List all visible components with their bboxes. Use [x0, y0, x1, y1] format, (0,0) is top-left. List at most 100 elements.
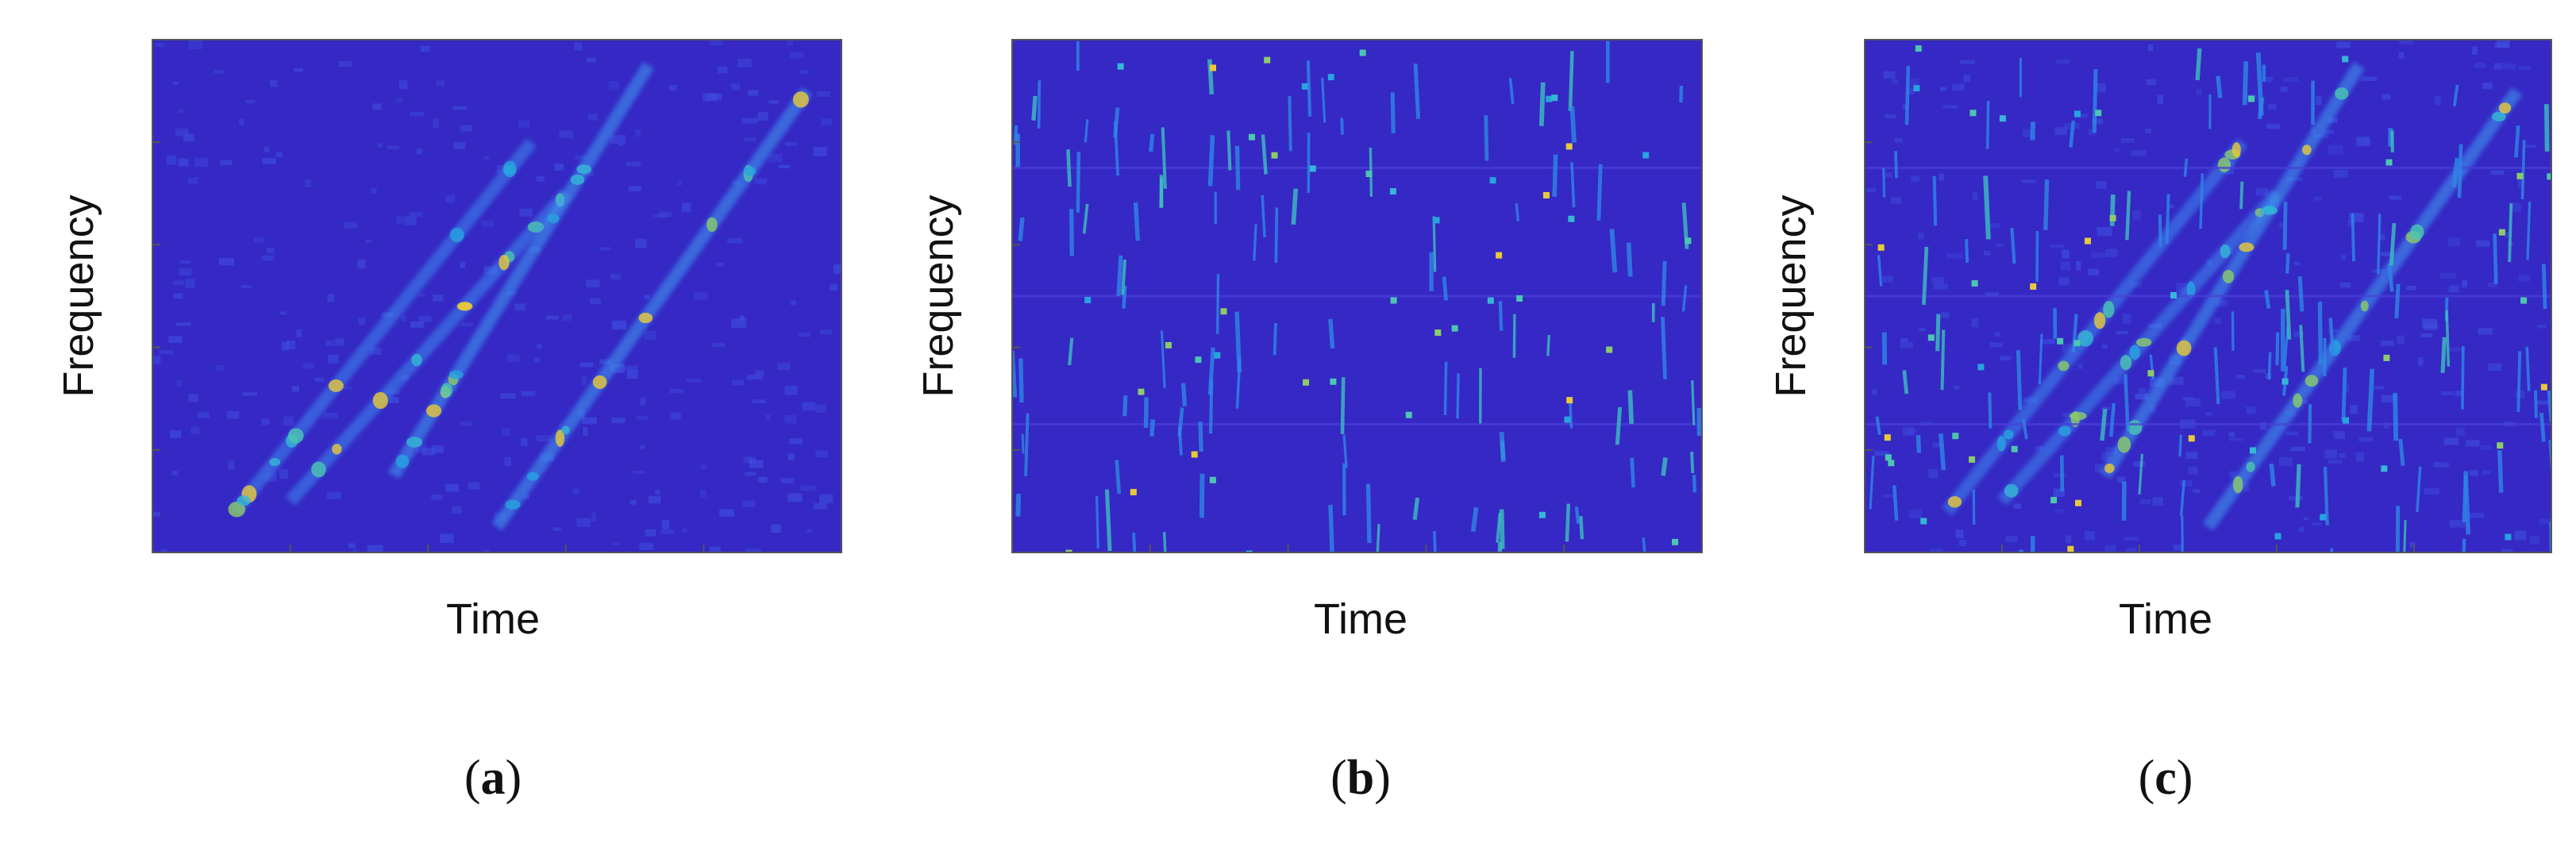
transient-stroke — [2016, 350, 2023, 410]
transient-stroke — [2516, 351, 2522, 412]
noise — [2062, 344, 2076, 353]
transient-stroke — [2526, 202, 2532, 260]
transient-stroke — [2451, 157, 2459, 188]
chirp-spot — [2305, 375, 2319, 387]
transient-stroke — [1122, 395, 1128, 417]
noise — [2090, 252, 2106, 259]
transient-stroke — [2330, 548, 2334, 552]
transient-dot — [2030, 283, 2037, 290]
transient-dot — [2095, 110, 2102, 117]
noise — [2328, 460, 2343, 464]
noise — [270, 79, 278, 87]
noise — [2518, 66, 2532, 70]
transient-stroke — [2138, 453, 2144, 495]
noise — [2493, 63, 2503, 70]
noise — [2503, 63, 2516, 70]
noise — [743, 456, 752, 464]
transient-stroke — [1340, 377, 1346, 434]
noise — [169, 430, 182, 439]
transient-stroke — [1965, 239, 1970, 263]
noise — [460, 261, 466, 268]
noise — [197, 412, 210, 418]
noise — [2100, 406, 2111, 410]
noise — [813, 147, 827, 156]
noise — [2152, 497, 2163, 506]
noise — [2020, 179, 2036, 183]
chirp-spot — [287, 428, 304, 444]
noise — [183, 133, 194, 142]
noise — [2443, 437, 2459, 445]
noise — [784, 414, 797, 424]
chirp-spot — [449, 370, 464, 379]
transient-stroke — [1024, 413, 1030, 476]
noise — [2054, 509, 2064, 513]
noise — [1905, 87, 1915, 95]
transient-stroke — [2525, 346, 2531, 391]
noise — [2131, 150, 2147, 156]
transient-stroke — [2100, 408, 2108, 441]
transient-dot — [2057, 337, 2064, 345]
noise — [2050, 244, 2064, 248]
transient-stroke — [1273, 322, 1277, 356]
transient-stroke — [2165, 194, 2170, 244]
chirp-spot — [561, 425, 570, 435]
noise — [2358, 437, 2374, 442]
noise — [228, 460, 235, 470]
x-axis-label: Time — [1314, 595, 1407, 643]
chirp-spot — [406, 437, 423, 448]
noise — [160, 549, 167, 552]
noise — [645, 529, 657, 537]
noise — [586, 279, 600, 288]
noise — [2539, 518, 2551, 525]
transient-dot — [1971, 280, 1978, 287]
noise — [2328, 329, 2339, 333]
noise — [2382, 94, 2391, 100]
chirp-spot — [502, 160, 517, 178]
transient-stroke — [1432, 216, 1437, 272]
transient-dot — [1685, 237, 1692, 244]
noise — [179, 268, 192, 275]
noise — [1928, 469, 1939, 479]
transient-dot — [2343, 417, 2350, 424]
noise — [2469, 512, 2485, 518]
noise — [1955, 529, 1964, 539]
chirp-spot — [2498, 102, 2512, 114]
noise — [2501, 549, 2513, 552]
noise — [608, 81, 620, 90]
noise — [1929, 548, 1943, 552]
noise — [220, 160, 233, 166]
noise — [590, 298, 601, 305]
chirp-spot — [1996, 436, 2006, 452]
transient-dot — [1568, 215, 1575, 222]
transient-stroke — [2497, 450, 2504, 493]
transient-stroke — [2239, 181, 2244, 210]
noise — [2062, 413, 2074, 418]
transient-stroke — [2308, 404, 2312, 444]
x-axis-label: Time — [446, 595, 540, 643]
noise — [2168, 204, 2174, 209]
noise — [194, 157, 209, 167]
transient-stroke — [2242, 61, 2249, 106]
noise — [370, 347, 382, 355]
noise — [2455, 427, 2465, 437]
transient-stroke — [2109, 402, 2116, 437]
noise — [2196, 88, 2202, 95]
noise — [2471, 46, 2478, 55]
noise — [741, 117, 758, 124]
noise — [2053, 488, 2065, 498]
chirp-spot — [638, 312, 653, 324]
noise — [2185, 452, 2198, 460]
transient-stroke — [1076, 152, 1081, 213]
transient-stroke — [1095, 495, 1099, 549]
transient-stroke — [1988, 392, 1993, 429]
noise — [2268, 103, 2277, 110]
noise — [2339, 453, 2346, 458]
transient-stroke — [1084, 119, 1089, 143]
noise — [639, 542, 653, 551]
transient-stroke — [1321, 77, 1327, 123]
noise — [771, 524, 781, 533]
noise — [2094, 83, 2106, 93]
transient-stroke — [1569, 106, 1577, 143]
noise — [685, 379, 702, 383]
transient-stroke — [2178, 434, 2182, 457]
